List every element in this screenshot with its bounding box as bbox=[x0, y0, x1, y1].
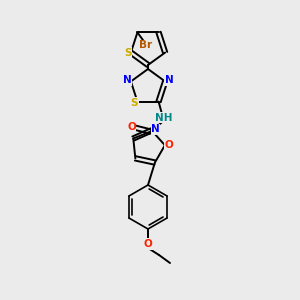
Text: NH: NH bbox=[155, 112, 172, 123]
Text: N: N bbox=[151, 124, 160, 134]
Text: N: N bbox=[165, 75, 173, 85]
Text: N: N bbox=[122, 75, 131, 85]
Text: Br: Br bbox=[139, 40, 152, 50]
Text: O: O bbox=[144, 239, 152, 249]
Text: S: S bbox=[131, 98, 138, 108]
Text: O: O bbox=[127, 122, 136, 132]
Text: O: O bbox=[164, 140, 173, 150]
Text: S: S bbox=[124, 48, 132, 58]
